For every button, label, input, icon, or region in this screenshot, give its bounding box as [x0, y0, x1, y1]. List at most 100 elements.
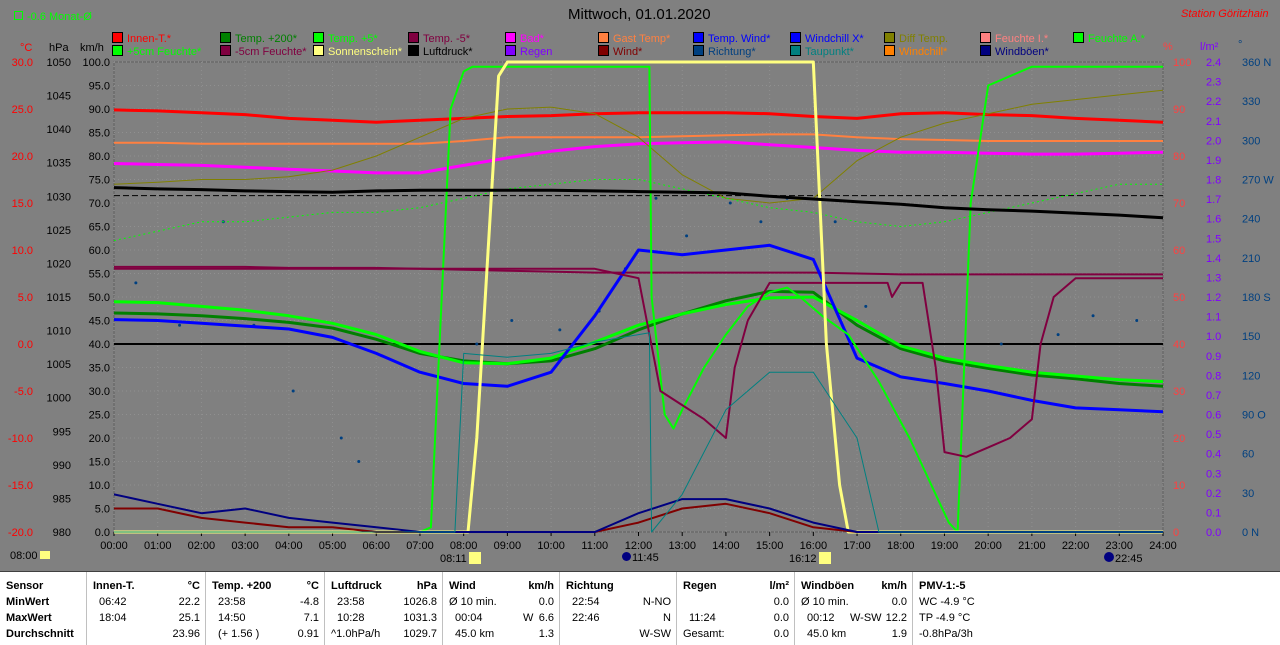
- richtung-max-time: 22:46: [572, 612, 600, 624]
- pct-tick-label: 70: [1173, 198, 1185, 210]
- legend-item[interactable]: Innen-T.*: [112, 32, 171, 45]
- series-line: [113, 289, 1164, 388]
- legend-swatch: [693, 45, 704, 56]
- direction-point: [134, 281, 138, 285]
- temp-tick-label: 15.0: [12, 198, 33, 210]
- legend-item[interactable]: Temp. +200*: [220, 32, 297, 45]
- legend-item[interactable]: -5cm Feuchte*: [220, 45, 307, 58]
- rain-tick-label: 0.4: [1206, 449, 1221, 461]
- dir-tick-label: 60: [1242, 449, 1254, 461]
- direction-point: [339, 436, 343, 440]
- legend-item[interactable]: Temp. Wind*: [693, 32, 770, 45]
- pmv-windchill: WC -4.9 °C: [919, 596, 975, 608]
- legend-label: Gast Temp*: [613, 33, 671, 45]
- legend-item[interactable]: Wind*: [598, 45, 642, 58]
- legend-item[interactable]: Luftdruck*: [408, 45, 473, 58]
- boeen-title: Windböen: [801, 580, 855, 592]
- legend-swatch: [505, 45, 516, 56]
- rain-tick-label: 0.3: [1206, 468, 1221, 480]
- wind-max-dir: W: [523, 612, 534, 624]
- legend-item[interactable]: Temp. +5*: [313, 32, 378, 45]
- temp200-avg-value: 0.91: [297, 628, 319, 640]
- druck-title: Luftdruck: [331, 580, 382, 592]
- legend-item[interactable]: Sonnenschein*: [313, 45, 402, 58]
- legend-item[interactable]: Taupunkt*: [790, 45, 854, 58]
- speed-tick-label: 10.0: [89, 480, 110, 492]
- stats-richtung-col: Richtung 22:54 N-NO 22:46 N W-SW: [560, 572, 677, 645]
- series-line: [114, 65, 1163, 533]
- pct-tick-label: 30: [1173, 386, 1185, 398]
- legend-label: Innen-T.*: [127, 33, 172, 45]
- innen-title: Innen-T.: [93, 580, 135, 592]
- stats-wind-col: Wind km/h Ø 10 min. 0.0 00:04 W 6.6 45.0 km 1…: [443, 572, 560, 645]
- temp-tick-label: -20.0: [8, 527, 33, 539]
- direction-point: [685, 234, 689, 238]
- max-label: MaxWert: [6, 612, 52, 624]
- rain-tick-label: 1.7: [1206, 194, 1221, 206]
- pressure-tick-label: 1025: [47, 225, 71, 237]
- speed-tick-label: 5.0: [95, 504, 110, 516]
- legend-item[interactable]: Windböen*: [980, 45, 1049, 58]
- x-tick-label: 04:00: [275, 540, 303, 552]
- legend-item[interactable]: +5cm Feuchte*: [112, 45, 201, 58]
- speed-tick-label: 75.0: [89, 175, 110, 187]
- wind-min-label: Ø 10 min.: [449, 596, 497, 608]
- legend-item[interactable]: Feuchte A.*: [1073, 32, 1145, 45]
- direction-point: [654, 196, 658, 200]
- series-line: [113, 295, 1164, 384]
- legend-item[interactable]: Windchill*: [884, 45, 947, 58]
- boeen-distance: 45.0 km: [807, 628, 847, 640]
- wind-min-value: 0.0: [538, 596, 554, 608]
- legend-swatch: [1073, 32, 1084, 43]
- pct-tick-label: 0: [1173, 527, 1179, 539]
- rain-tick-label: 1.8: [1206, 175, 1221, 187]
- legend-item[interactable]: Regen: [505, 45, 552, 58]
- legend-item[interactable]: Gast Temp*: [598, 32, 670, 45]
- x-tick-label: 09:00: [494, 540, 522, 552]
- wind-distance: 45.0 km: [455, 628, 495, 640]
- direction-point: [357, 460, 361, 463]
- temp-tick-label: 5.0: [18, 292, 33, 304]
- legend-item[interactable]: Temp. -5*: [408, 32, 470, 45]
- direction-point: [864, 304, 868, 308]
- legend-item[interactable]: Feuchte I.*: [980, 32, 1048, 45]
- legend-item[interactable]: Diff Temp.: [884, 32, 948, 45]
- richtung-min-time: 22:54: [572, 596, 600, 608]
- x-tick-label: 15:00: [756, 540, 784, 552]
- rain-tick-label: 1.9: [1206, 155, 1221, 167]
- legend-item[interactable]: Richtung*: [693, 45, 756, 58]
- rain-tick-label: 2.3: [1206, 77, 1221, 89]
- legend-swatch: [313, 32, 324, 43]
- sunrise-marker: 08:11: [440, 552, 481, 565]
- x-tick-label: 23:00: [1106, 540, 1134, 552]
- speed-tick-label: 80.0: [89, 151, 110, 163]
- legend-swatch: [598, 45, 609, 56]
- rain-tick-label: 0.2: [1206, 488, 1221, 500]
- dir-tick-label: 90 O: [1242, 410, 1266, 422]
- direction-point: [1091, 314, 1095, 318]
- rain-tick-label: 0.9: [1206, 351, 1221, 363]
- legend-label: +5cm Feuchte*: [127, 46, 202, 58]
- direction-point: [1056, 333, 1060, 337]
- temp-unit: °C: [20, 42, 33, 54]
- legend-swatch: [884, 45, 895, 56]
- legend-label: Sonnenschein*: [328, 46, 403, 58]
- moon-icon: [622, 552, 631, 561]
- legend-item[interactable]: Bad*: [505, 32, 544, 45]
- direction-point: [833, 220, 837, 224]
- legend-label: Feuchte A.*: [1088, 33, 1145, 45]
- legend-swatch: [408, 32, 419, 43]
- dir-tick-label: 150: [1242, 331, 1260, 343]
- x-tick-label: 16:00: [800, 540, 828, 552]
- rain-tick-label: 1.3: [1206, 272, 1221, 284]
- speed-tick-label: 85.0: [89, 128, 110, 140]
- speed-tick-label: 40.0: [89, 339, 110, 351]
- x-tick-label: 14:00: [712, 540, 740, 552]
- x-tick-label: 19:00: [931, 540, 959, 552]
- legend-swatch: [790, 32, 801, 43]
- x-tick-label: 22:00: [1062, 540, 1090, 552]
- boeen-max-value: 12.2: [885, 612, 907, 624]
- legend-item[interactable]: Windchill X*: [790, 32, 864, 45]
- x-tick-label: 12:00: [625, 540, 653, 552]
- sunset-marker: 16:12: [789, 552, 831, 565]
